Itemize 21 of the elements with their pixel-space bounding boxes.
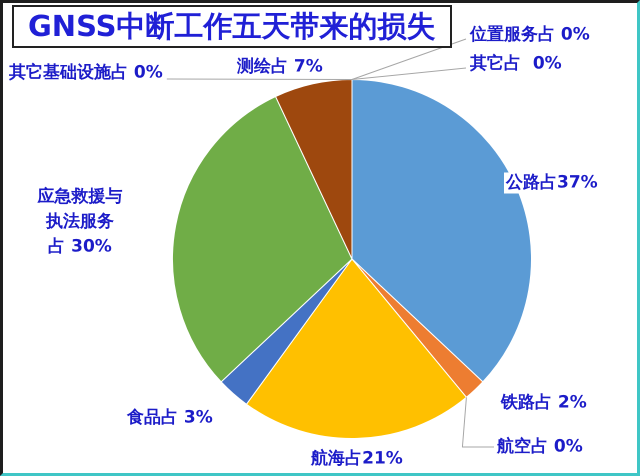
data-label: 占 3% xyxy=(161,407,213,428)
category-label: 其它基础设施 xyxy=(9,62,111,82)
data-label: 占 7% xyxy=(271,56,323,76)
text: 占 0% xyxy=(538,24,590,44)
category-label: 位置服务 xyxy=(470,24,538,44)
text: 占 0% xyxy=(111,62,163,82)
text: 占 0% xyxy=(531,436,583,456)
slice-label: 公路 xyxy=(505,172,540,192)
slice-label: 航海 xyxy=(310,448,346,468)
slice-label: 食品 xyxy=(126,407,161,428)
data-label: 占21% xyxy=(345,448,403,468)
slice-label: 铁路 xyxy=(500,392,535,412)
data-label: 占37% xyxy=(540,172,598,192)
slice-label: 应急救援与执法服务 xyxy=(36,186,122,232)
category-label: 其它 xyxy=(470,53,504,74)
category-label: 航空 xyxy=(497,436,531,456)
slice-label: 测绘 xyxy=(236,56,272,76)
chart-title: GNSS中断工作五天带来的损失 xyxy=(12,5,452,48)
data-label: 占 2% xyxy=(535,392,587,412)
data-label: 占 30% xyxy=(48,236,112,256)
text: 占 0% xyxy=(504,53,562,74)
